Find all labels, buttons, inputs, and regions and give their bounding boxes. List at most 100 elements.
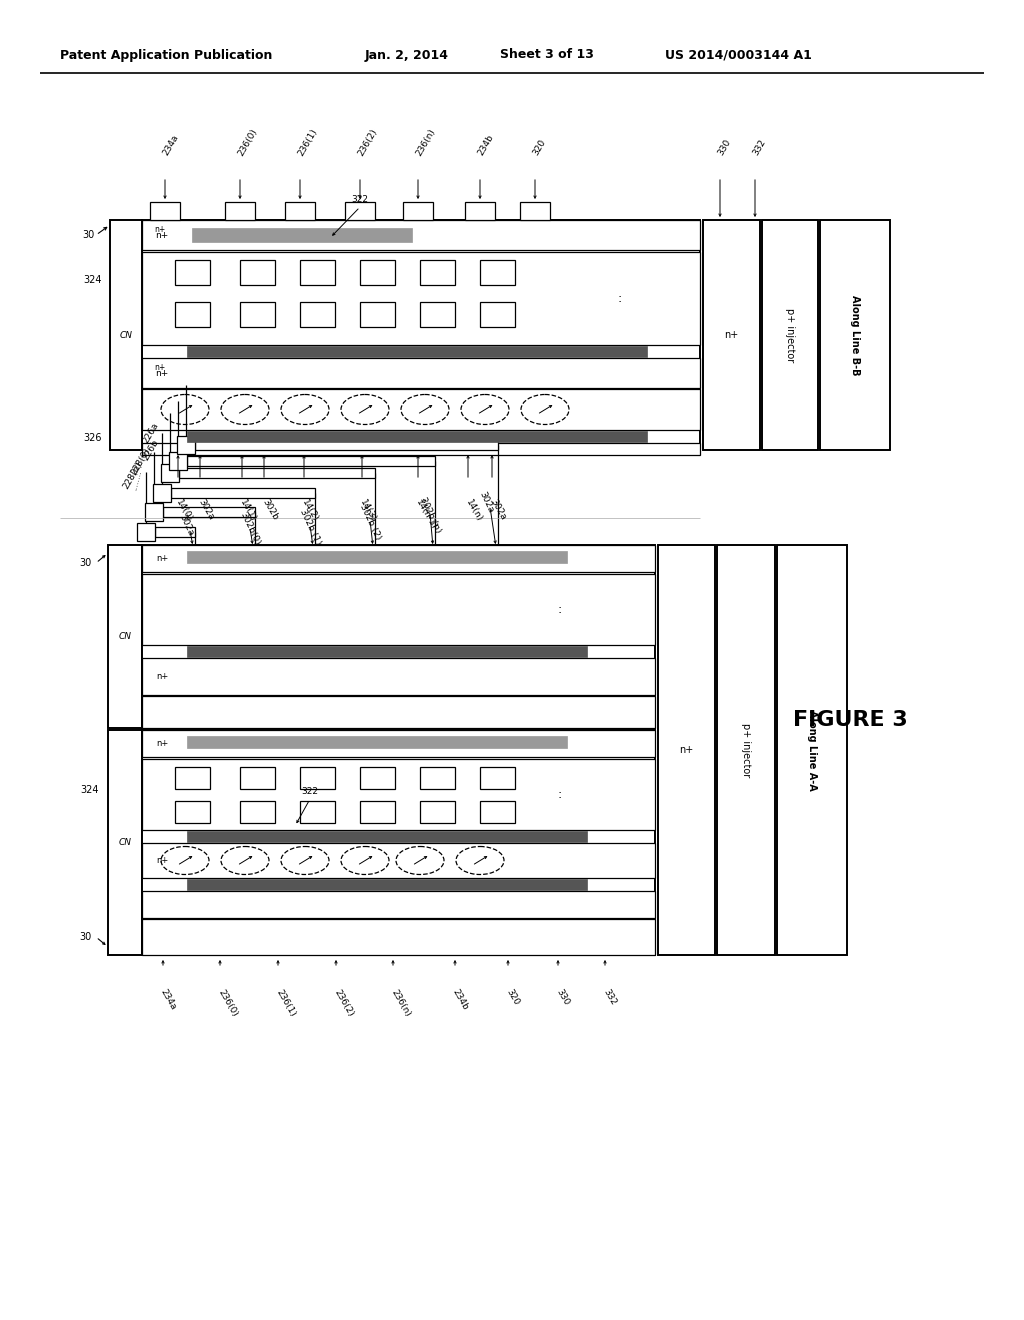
Bar (142, 919, 655, 954)
Text: 332: 332 (751, 137, 767, 157)
Text: 302b (1): 302b (1) (298, 508, 323, 546)
Text: CN: CN (119, 632, 131, 642)
Text: 324: 324 (84, 275, 102, 285)
Text: 302b: 302b (260, 498, 280, 523)
Text: 236(0): 236(0) (216, 987, 239, 1018)
Bar (480, 801, 515, 822)
Text: Patent Application Publication: Patent Application Publication (60, 49, 272, 62)
Text: 302b (2): 302b (2) (358, 503, 382, 541)
Bar (360, 801, 395, 822)
Text: 30: 30 (82, 230, 94, 240)
Text: n+: n+ (156, 672, 168, 681)
Bar (820, 220, 890, 450)
Text: n+: n+ (156, 855, 168, 865)
Bar (193, 228, 412, 242)
Text: 330: 330 (716, 137, 732, 157)
Bar (300, 302, 335, 327)
Text: 234a: 234a (159, 987, 178, 1011)
Bar (225, 202, 255, 220)
Text: CN: CN (119, 838, 131, 847)
Bar (420, 801, 455, 822)
Text: 302b(0): 302b(0) (238, 511, 261, 548)
Bar (300, 260, 335, 285)
Bar (142, 252, 700, 345)
Text: 226a: 226a (141, 421, 160, 445)
Text: 30: 30 (79, 932, 91, 942)
Bar (187, 550, 567, 564)
Bar (187, 432, 647, 442)
Bar (175, 260, 210, 285)
Text: n+: n+ (156, 368, 169, 378)
Bar (187, 645, 587, 657)
Bar (187, 879, 587, 890)
Text: 14(0): 14(0) (174, 498, 194, 523)
Text: 14(3): 14(3) (358, 498, 378, 523)
Bar (163, 507, 255, 517)
Text: US 2014/0003144 A1: US 2014/0003144 A1 (665, 49, 812, 62)
Text: FIGURE 3: FIGURE 3 (793, 710, 907, 730)
Text: n+: n+ (154, 363, 165, 372)
Bar (142, 696, 655, 729)
Bar (171, 488, 315, 498)
Text: CN: CN (120, 330, 132, 339)
Text: 236(2): 236(2) (356, 127, 379, 157)
Text: 236(0): 236(0) (237, 127, 259, 157)
Text: 14(2): 14(2) (300, 498, 319, 523)
Text: ........: ........ (129, 469, 143, 491)
Bar (142, 444, 700, 455)
Bar (142, 759, 655, 830)
Bar (420, 260, 455, 285)
Text: 228(n): 228(n) (121, 459, 143, 490)
Text: 320: 320 (531, 137, 548, 157)
Bar (142, 730, 655, 756)
Bar (142, 358, 700, 388)
Bar (179, 469, 375, 478)
Text: 236(1): 236(1) (274, 987, 297, 1018)
Text: 236(n): 236(n) (389, 987, 412, 1018)
Bar (403, 202, 433, 220)
Bar (703, 220, 760, 450)
Text: 14(n-1): 14(n-1) (414, 498, 438, 531)
Bar (520, 202, 550, 220)
Text: 226b: 226b (141, 438, 161, 462)
Text: 236(1): 236(1) (296, 127, 318, 157)
Bar (175, 767, 210, 789)
Bar (480, 260, 515, 285)
Text: 322: 322 (351, 195, 369, 205)
Bar (717, 545, 775, 954)
Bar (142, 730, 655, 954)
Bar (142, 891, 655, 917)
Text: 236(2): 236(2) (332, 987, 354, 1018)
Text: 326: 326 (84, 433, 102, 444)
Bar (345, 202, 375, 220)
Bar (169, 451, 187, 470)
Text: 234b: 234b (452, 987, 470, 1012)
Bar (142, 220, 700, 450)
Text: 14(n): 14(n) (464, 498, 484, 523)
Bar (142, 389, 700, 430)
Bar (240, 260, 275, 285)
Bar (465, 202, 495, 220)
Text: 302a: 302a (478, 490, 496, 515)
Bar (175, 302, 210, 327)
Text: 302a: 302a (488, 498, 507, 521)
Text: 228(0): 228(0) (129, 446, 152, 477)
Bar (161, 465, 179, 482)
Bar (142, 220, 700, 249)
Text: Jan. 2, 2014: Jan. 2, 2014 (365, 49, 449, 62)
Bar (142, 574, 655, 645)
Bar (187, 832, 587, 842)
Text: p+ injector: p+ injector (785, 308, 795, 362)
Bar (420, 302, 455, 327)
Bar (142, 545, 655, 729)
Bar (658, 545, 715, 954)
Text: 322: 322 (301, 787, 318, 796)
Bar (300, 801, 335, 822)
Text: 302b (n): 302b (n) (418, 496, 442, 535)
Text: Sheet 3 of 13: Sheet 3 of 13 (500, 49, 594, 62)
Bar (240, 767, 275, 789)
Bar (155, 527, 195, 537)
Text: 14(1): 14(1) (239, 498, 258, 523)
Text: n+: n+ (156, 554, 168, 564)
Text: 236(n): 236(n) (414, 127, 437, 157)
